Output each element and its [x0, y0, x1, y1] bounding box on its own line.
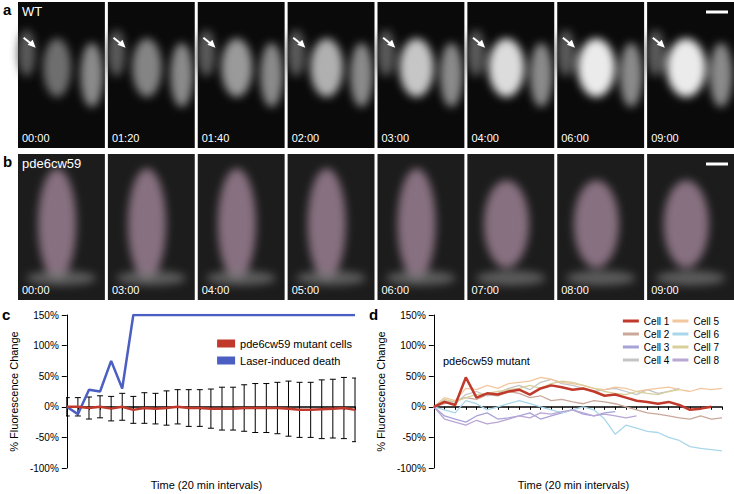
svg-text:Cell 6: Cell 6	[693, 329, 719, 340]
svg-text:Cell 2: Cell 2	[644, 329, 670, 340]
svg-text:03:00: 03:00	[112, 284, 140, 296]
svg-text:09:00: 09:00	[651, 132, 679, 144]
svg-text:08:00: 08:00	[561, 284, 589, 296]
svg-text:04:00: 04:00	[471, 132, 499, 144]
svg-text:150%: 150%	[400, 310, 426, 321]
svg-text:% Fluorescence Change: % Fluorescence Change	[8, 331, 20, 451]
svg-text:c: c	[2, 306, 10, 323]
svg-text:Time (20 min intervals): Time (20 min intervals)	[151, 479, 262, 491]
svg-text:0%: 0%	[44, 401, 59, 412]
svg-text:d: d	[369, 306, 378, 323]
svg-text:Cell 5: Cell 5	[693, 316, 719, 327]
svg-text:Laser-induced death: Laser-induced death	[240, 355, 340, 367]
svg-text:Cell 1: Cell 1	[644, 316, 670, 327]
svg-text:00:00: 00:00	[22, 284, 50, 296]
svg-text:05:00: 05:00	[292, 284, 320, 296]
svg-text:100%: 100%	[400, 340, 426, 351]
svg-text:pde6cw59 mutant: pde6cw59 mutant	[443, 355, 530, 367]
svg-text:WT: WT	[22, 4, 42, 19]
svg-text:a: a	[3, 1, 12, 18]
svg-text:-50%: -50%	[35, 432, 58, 443]
svg-text:06:00: 06:00	[561, 132, 589, 144]
svg-text:% Fluorescence Change: % Fluorescence Change	[375, 331, 387, 451]
svg-text:06:00: 06:00	[382, 284, 410, 296]
svg-text:100%: 100%	[33, 340, 59, 351]
svg-text:pde6cw59: pde6cw59	[22, 156, 81, 171]
svg-text:-50%: -50%	[402, 432, 425, 443]
svg-text:50%: 50%	[39, 371, 59, 382]
svg-text:0%: 0%	[411, 401, 426, 412]
svg-text:01:20: 01:20	[112, 132, 140, 144]
svg-text:50%: 50%	[406, 371, 426, 382]
svg-text:Cell 8: Cell 8	[693, 355, 719, 366]
svg-text:Cell 4: Cell 4	[644, 355, 670, 366]
svg-text:150%: 150%	[33, 310, 59, 321]
svg-text:03:00: 03:00	[382, 132, 410, 144]
svg-text:04:00: 04:00	[202, 284, 230, 296]
svg-text:02:00: 02:00	[292, 132, 320, 144]
svg-text:00:00: 00:00	[22, 132, 50, 144]
svg-text:-100%: -100%	[397, 463, 426, 474]
svg-text:Time (20 min intervals): Time (20 min intervals)	[518, 479, 629, 491]
svg-text:01:40: 01:40	[202, 132, 230, 144]
svg-text:-100%: -100%	[30, 463, 59, 474]
svg-text:pde6cw59 mutant cells: pde6cw59 mutant cells	[240, 338, 352, 350]
svg-text:07:00: 07:00	[471, 284, 499, 296]
svg-text:b: b	[3, 153, 12, 170]
svg-text:Cell 3: Cell 3	[644, 342, 670, 353]
svg-text:Cell 7: Cell 7	[693, 342, 719, 353]
svg-text:09:00: 09:00	[651, 284, 679, 296]
